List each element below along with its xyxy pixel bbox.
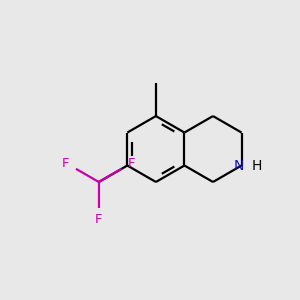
Text: F: F — [95, 213, 103, 226]
Text: H: H — [251, 158, 262, 172]
Text: F: F — [128, 157, 135, 169]
Text: F: F — [62, 157, 70, 169]
Text: N: N — [234, 158, 244, 172]
